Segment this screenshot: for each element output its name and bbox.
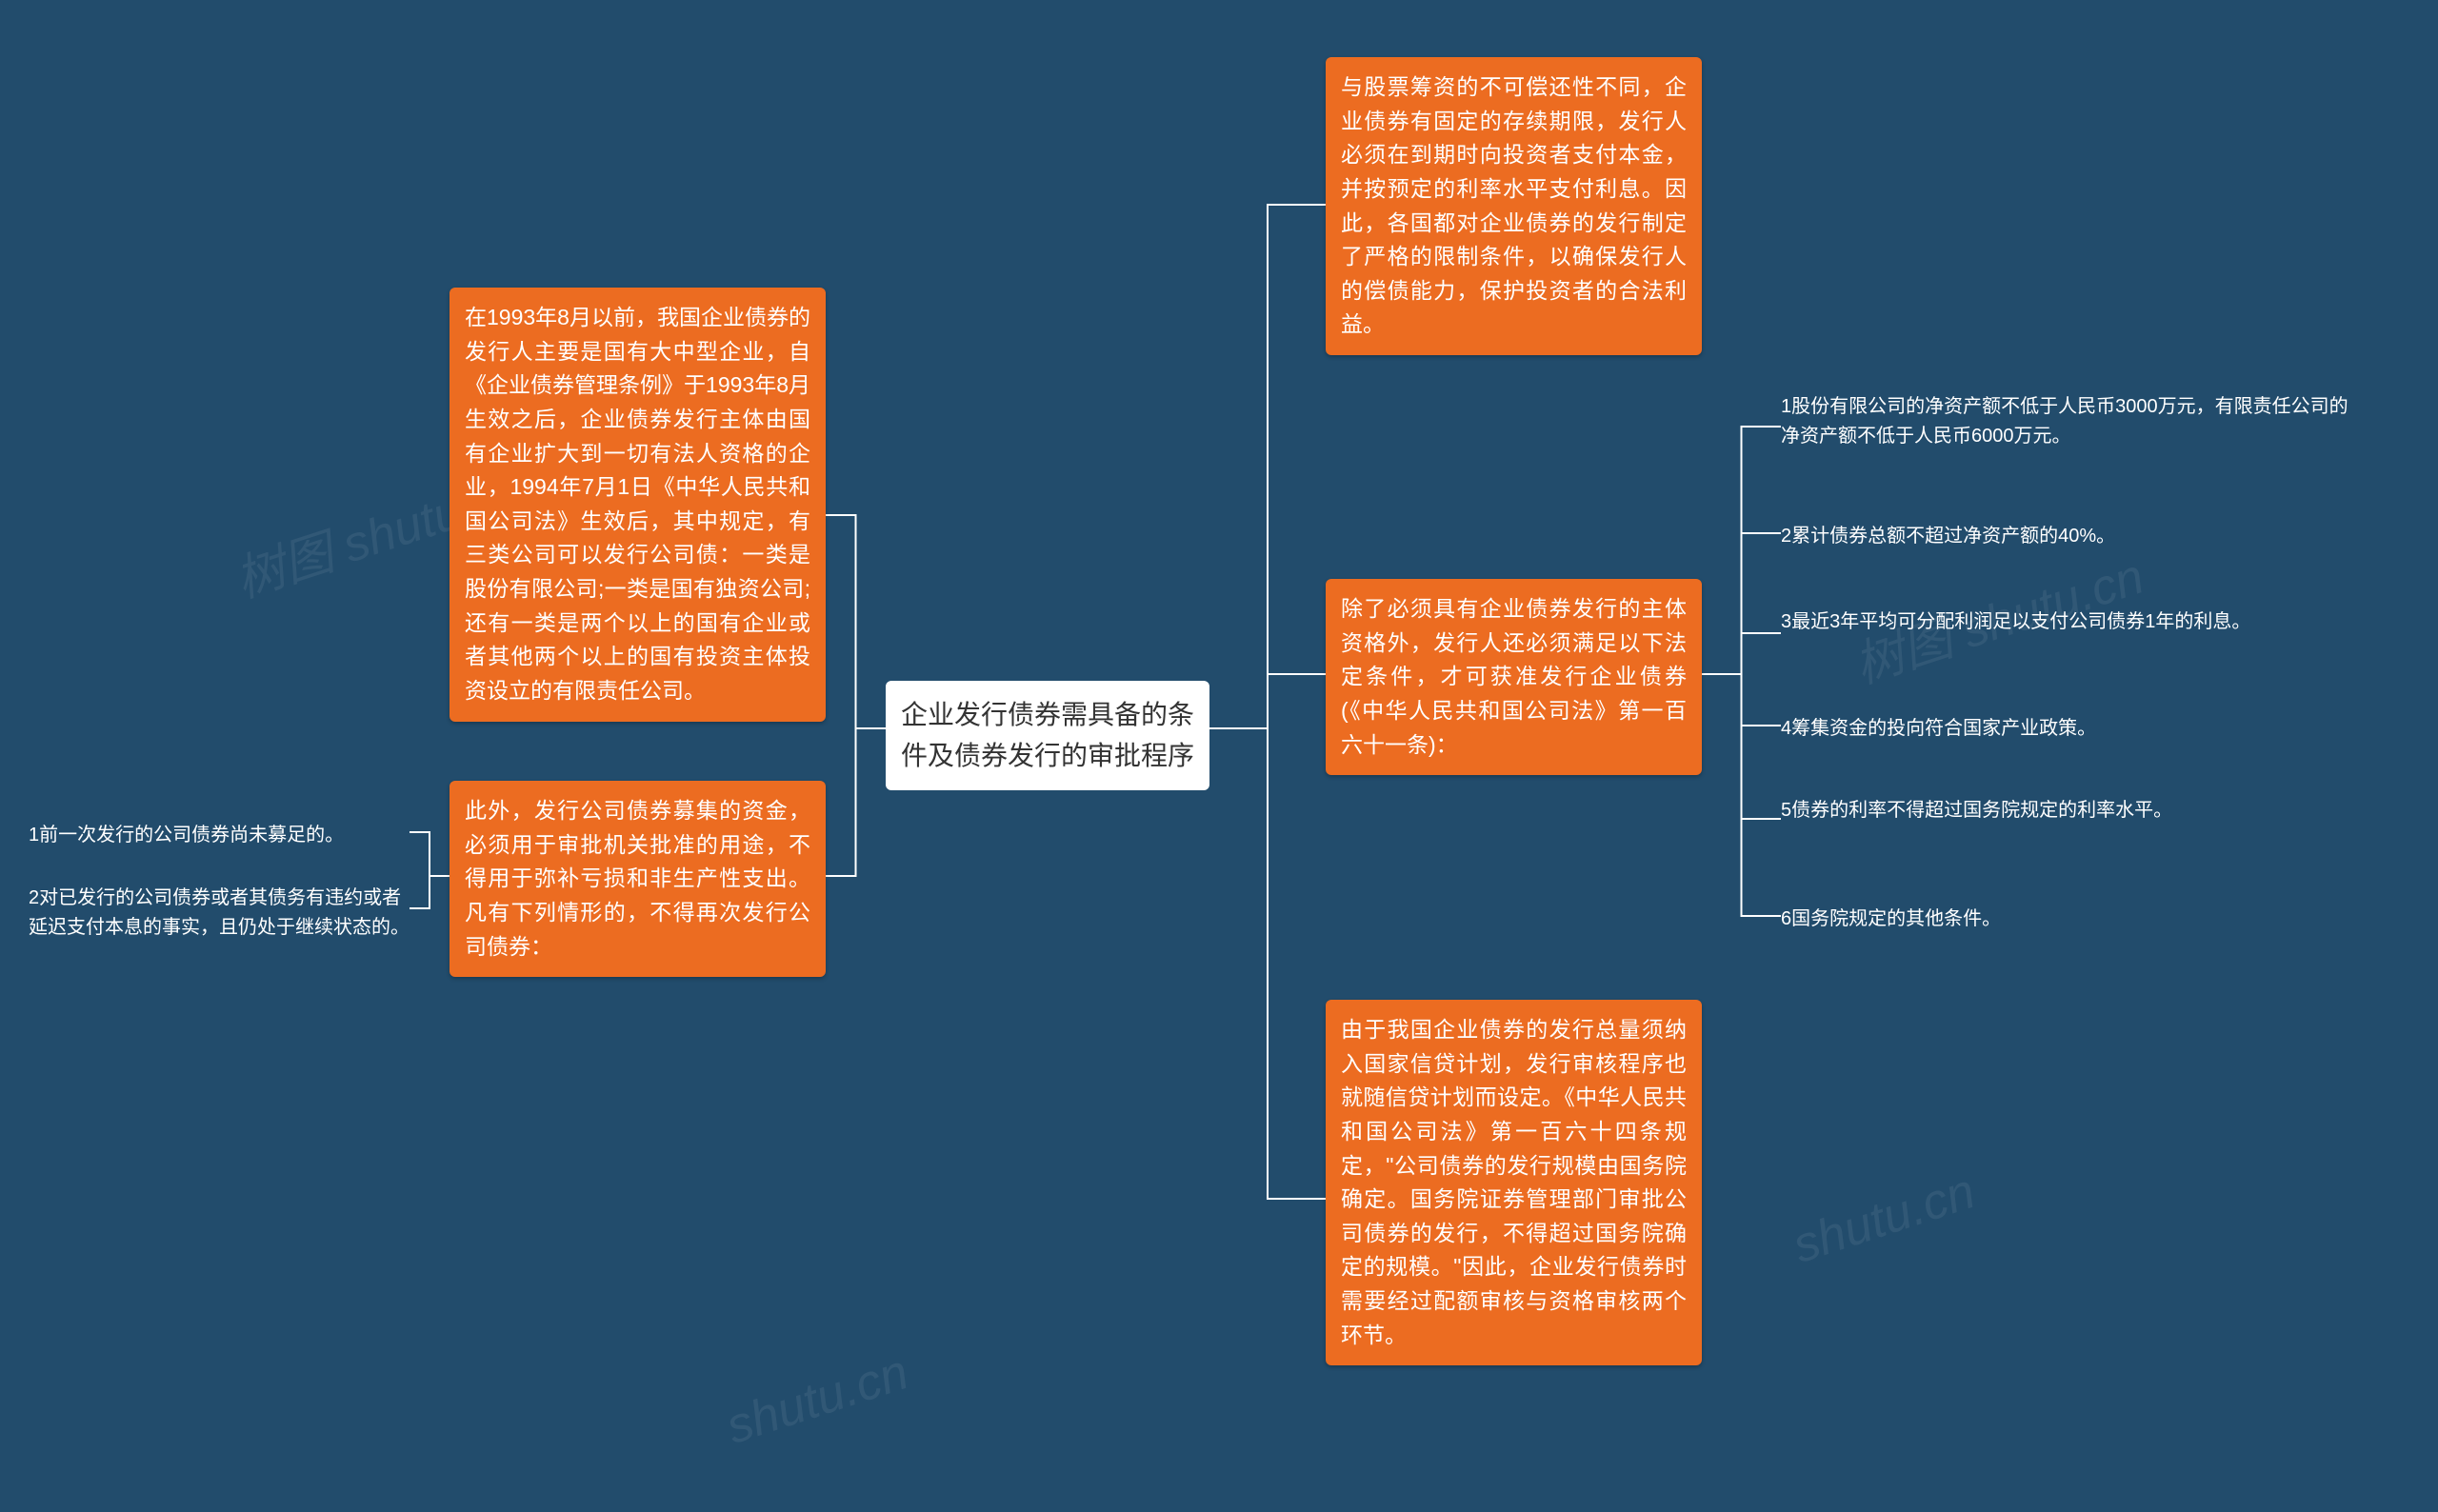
right-leaf-5: 5债券的利率不得超过国务院规定的利率水平。 — [1781, 796, 2352, 826]
watermark: shutu.cn — [1787, 1163, 1982, 1275]
right-leaf-2: 2累计债券总额不超过净资产额的40%。 — [1781, 522, 2352, 551]
right-leaf-3: 3最近3年平均可分配利润足以支付公司债券1年的利息。 — [1781, 607, 2352, 637]
right-branch-3[interactable]: 由于我国企业债券的发行总量须纳入国家信贷计划，发行审核程序也就随信贷计划而设定。… — [1326, 1000, 1702, 1365]
left-leaf-2: 2对已发行的公司债券或者其债务有违约或者延迟支付本息的事实，且仍处于继续状态的。 — [29, 884, 410, 943]
right-leaf-6: 6国务院规定的其他条件。 — [1781, 905, 2352, 934]
left-branch-2[interactable]: 此外，发行公司债券募集的资金，必须用于审批机关批准的用途，不得用于弥补亏损和非生… — [450, 781, 826, 977]
mindmap-canvas: 树图 shutu.cn 树图 shutu.cn shutu.cn shutu.c… — [0, 0, 2438, 1512]
right-leaf-1: 1股份有限公司的净资产额不低于人民币3000万元，有限责任公司的净资产额不低于人… — [1781, 392, 2352, 451]
watermark: shutu.cn — [720, 1343, 915, 1456]
connector-lines — [0, 0, 2438, 1512]
left-branch-1[interactable]: 在1993年8月以前，我国企业债券的发行人主要是国有大中型企业，自《企业债券管理… — [450, 288, 826, 722]
right-branch-1[interactable]: 与股票筹资的不可偿还性不同，企业债券有固定的存续期限，发行人必须在到期时向投资者… — [1326, 57, 1702, 355]
center-node[interactable]: 企业发行债券需具备的条件及债券发行的审批程序 — [886, 681, 1209, 790]
right-branch-2[interactable]: 除了必须具有企业债券发行的主体资格外，发行人还必须满足以下法定条件，才可获准发行… — [1326, 579, 1702, 775]
left-leaf-1: 1前一次发行的公司债券尚未募足的。 — [29, 821, 410, 850]
right-leaf-4: 4筹集资金的投向符合国家产业政策。 — [1781, 714, 2352, 744]
